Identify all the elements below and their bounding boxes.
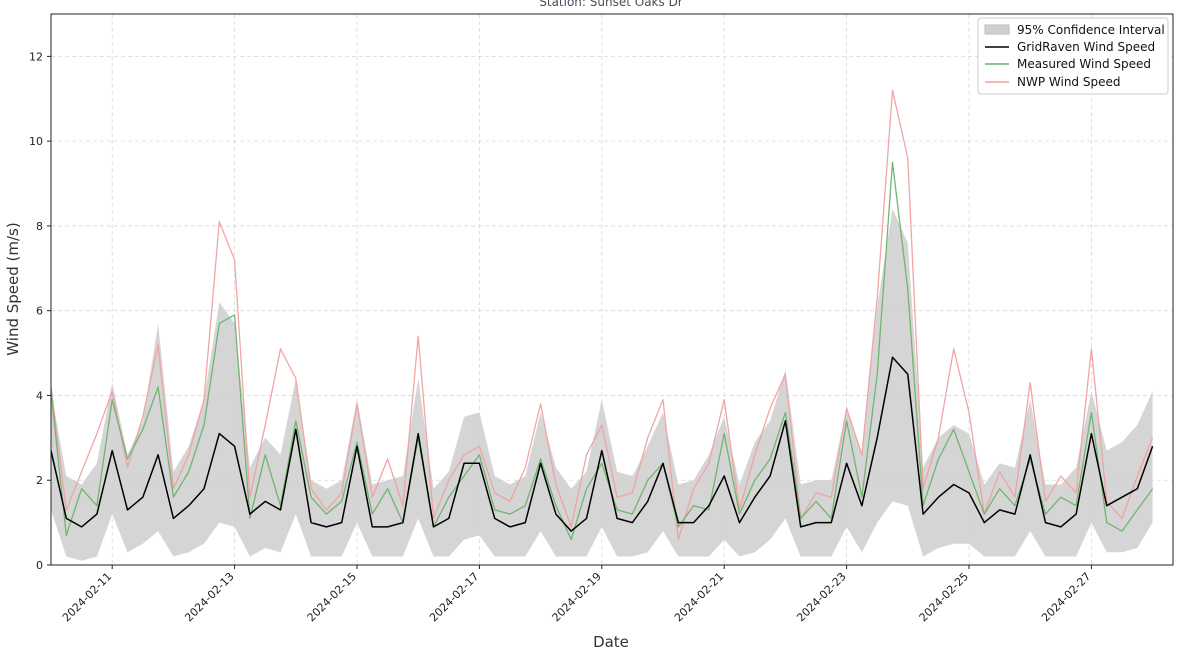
y-tick-label: 2 <box>36 474 43 487</box>
x-tick-label: 2024-02-13 <box>182 570 236 624</box>
legend-label-gridraven: GridRaven Wind Speed <box>1017 40 1155 54</box>
y-tick-label: 0 <box>36 559 43 572</box>
legend-label-confidence-interval: 95% Confidence Interval <box>1017 23 1165 37</box>
legend: 95% Confidence Interval GridRaven Wind S… <box>977 17 1169 95</box>
legend-label-nwp: NWP Wind Speed <box>1017 75 1120 89</box>
chart-title: Station: Sunset Oaks Dr <box>539 0 683 9</box>
y-tick-label: 4 <box>36 389 43 402</box>
measured-wind-speed-line <box>50 161 1154 541</box>
x-axis-ticks: 2024-02-11 2024-02-13 2024-02-15 2024-02-17… <box>60 565 1094 624</box>
legend-label-measured: Measured Wind Speed <box>1017 57 1151 71</box>
x-tick-label: 2024-02-21 <box>672 570 726 624</box>
confidence-band <box>51 209 1153 561</box>
y-tick-label: 6 <box>36 305 43 318</box>
x-tick-label: 2024-02-25 <box>917 570 971 624</box>
x-axis-label: Date <box>593 633 629 651</box>
legend-swatch-confidence-interval <box>984 24 1010 35</box>
gridraven-wind-speed-line <box>50 356 1154 532</box>
y-axis-ticks: 0 2 4 6 8 10 12 <box>29 50 51 572</box>
legend-box <box>977 17 1169 95</box>
y-axis-label: Wind Speed (m/s) <box>4 222 22 355</box>
y-tick-label: 12 <box>29 50 43 63</box>
x-tick-label: 2024-02-23 <box>794 570 848 624</box>
nwp-wind-speed-line <box>50 89 1154 541</box>
x-tick-label: 2024-02-17 <box>427 570 481 624</box>
y-tick-label: 10 <box>29 135 43 148</box>
y-tick-label: 8 <box>36 220 43 233</box>
confidence-interval-band <box>51 209 1153 561</box>
x-tick-label: 2024-02-11 <box>60 570 114 624</box>
x-tick-label: 2024-02-15 <box>305 570 359 624</box>
x-tick-label: 2024-02-19 <box>550 570 604 624</box>
x-tick-label: 2024-02-27 <box>1039 570 1093 624</box>
plot-frame <box>50 13 1174 566</box>
series-lines <box>50 89 1154 541</box>
